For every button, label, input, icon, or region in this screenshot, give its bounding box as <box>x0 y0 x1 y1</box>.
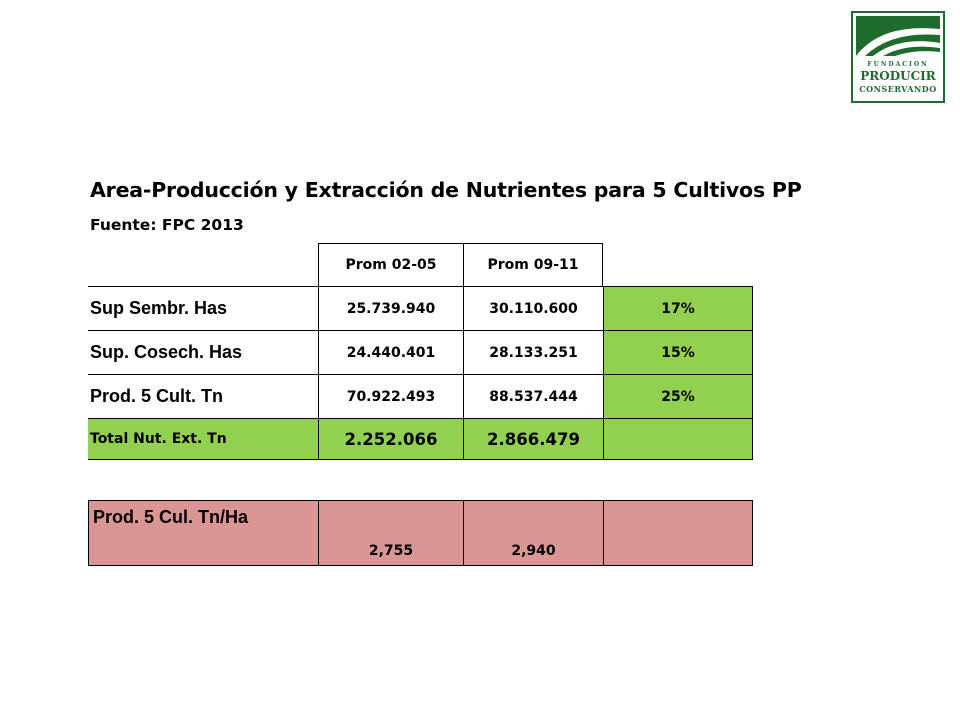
row1-prom-02-05: 25.739.940 <box>318 286 463 330</box>
row3-pct-change: 25% <box>603 374 753 418</box>
row-label-total-nut-ext: Total Nut. Ext. Tn <box>88 418 318 460</box>
row1-prom-09-11: 30.110.600 <box>463 286 603 330</box>
row4-prom-02-05: 2.252.066 <box>318 418 463 460</box>
row-label-prod-5-cult: Prod. 5 Cult. Tn <box>88 374 318 418</box>
row3-prom-02-05: 70.922.493 <box>318 374 463 418</box>
yield-prom-02-05: 2,755 <box>318 500 463 566</box>
logo-line1: FUNDACION <box>867 61 928 68</box>
source-subtitle: Fuente: FPC 2013 <box>90 216 244 234</box>
header-prom-02-05: Prom 02-05 <box>318 243 463 286</box>
row4-pct-change <box>603 418 753 460</box>
fundacion-producir-conservando-logo: FUNDACION PRODUCIR CONSERVANDO <box>851 11 945 103</box>
row2-prom-09-11: 28.133.251 <box>463 330 603 374</box>
header-prom-09-11: Prom 09-11 <box>463 243 603 286</box>
row1-pct-change: 17% <box>603 286 753 330</box>
row-label-sup-cosech: Sup. Cosech. Has <box>88 330 318 374</box>
row2-prom-02-05: 24.440.401 <box>318 330 463 374</box>
row3-prom-09-11: 88.537.444 <box>463 374 603 418</box>
yield-label: Prod. 5 Cul. Tn/Ha <box>88 500 318 566</box>
yield-extra <box>603 500 753 566</box>
yield-prom-09-11: 2,940 <box>463 500 603 566</box>
page-title: Area-Producción y Extracción de Nutrient… <box>90 178 802 202</box>
logo-line2: PRODUCIR <box>860 69 936 83</box>
row2-pct-change: 15% <box>603 330 753 374</box>
row-label-sup-sembr: Sup Sembr. Has <box>88 286 318 330</box>
logo-line3: CONSERVANDO <box>859 84 936 94</box>
row4-prom-09-11: 2.866.479 <box>463 418 603 460</box>
